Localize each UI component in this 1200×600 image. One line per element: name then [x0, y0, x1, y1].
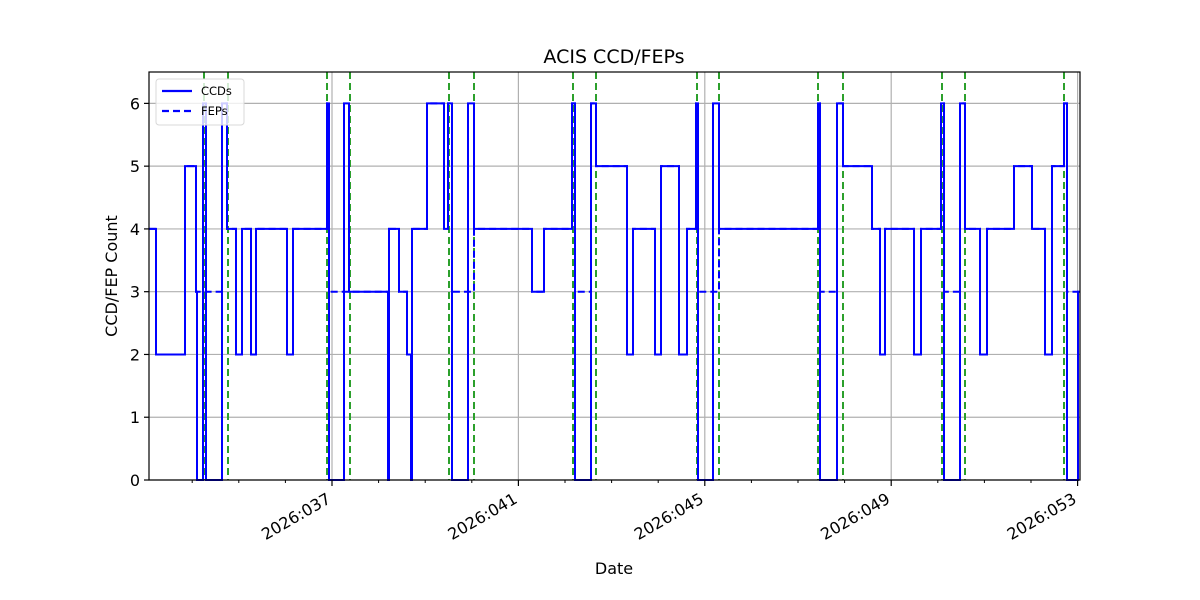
y-tick-label: 4 — [130, 220, 140, 239]
plot-frame — [148, 71, 1081, 481]
y-tick-label: 5 — [130, 157, 140, 176]
y-tick-label: 6 — [130, 94, 140, 113]
grid-lines — [149, 72, 1080, 481]
y-tick-label: 0 — [130, 471, 140, 490]
legend: CCDs FEPs — [155, 78, 245, 126]
chart-title: ACIS CCD/FEPs — [543, 46, 684, 68]
legend-label-ccds: CCDs — [201, 84, 232, 98]
y-axis-label: CCD/FEP Count — [102, 215, 121, 337]
y-tick-label: 3 — [130, 283, 140, 302]
y-axis-ticks: 0 1 2 3 4 5 6 — [130, 94, 149, 490]
legend-label-feps: FEPs — [201, 104, 228, 118]
y-tick-label: 2 — [130, 345, 140, 364]
y-tick-label: 1 — [130, 408, 140, 427]
x-axis-label: Date — [595, 559, 633, 578]
